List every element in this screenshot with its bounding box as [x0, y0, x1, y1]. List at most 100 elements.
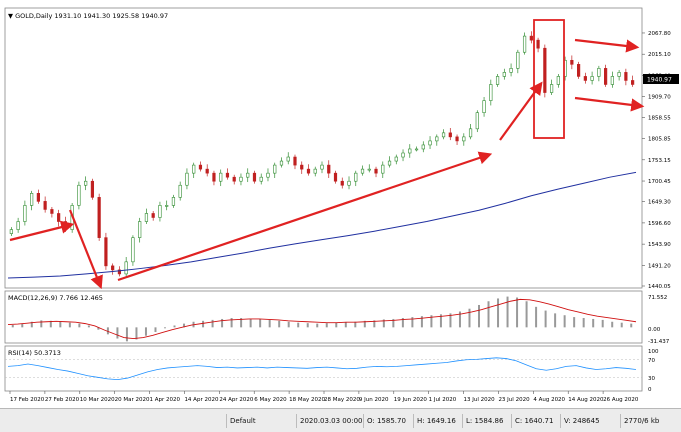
- candle-body: [273, 164, 277, 174]
- candle-body: [327, 164, 331, 174]
- current-price-box: [643, 74, 679, 84]
- candle-body: [381, 164, 385, 174]
- candle-body: [219, 172, 223, 182]
- time-axis-tick: 18 May 2020: [289, 397, 325, 403]
- candle-body: [252, 172, 257, 182]
- candle-body: [97, 197, 101, 238]
- candle-body: [239, 176, 243, 182]
- candle-body: [462, 136, 466, 142]
- macd-tick-zero: 0.00: [648, 327, 661, 333]
- time-axis-tick: 10 Mar 2020: [80, 397, 115, 403]
- candle-body: [43, 201, 47, 210]
- annotation-arrow: [68, 209, 103, 290]
- status-close: C: 1640.71: [511, 414, 553, 428]
- candle-body: [347, 180, 351, 186]
- price-axis-tick: 1596.60: [648, 221, 671, 227]
- candle-body: [158, 205, 162, 218]
- candle-body: [36, 193, 40, 202]
- rsi-tick-100: 100: [648, 349, 659, 355]
- candle-body: [340, 180, 344, 186]
- candle-body: [428, 140, 432, 146]
- candle-body: [151, 213, 155, 218]
- candle-body: [84, 180, 88, 186]
- price-axis-tick: 1858.55: [648, 115, 671, 121]
- candle-body: [90, 180, 95, 198]
- status-low: L: 1584.86: [462, 414, 503, 428]
- macd-signal-line: [7, 298, 637, 339]
- candle-body: [374, 168, 378, 174]
- rsi-line: [7, 357, 637, 381]
- status-bar: Default 2020.03.03 00:00 O: 1585.70 H: 1…: [0, 408, 681, 432]
- price-axis-tick: 2067.80: [648, 31, 671, 37]
- candle-body: [279, 160, 284, 166]
- candle-body: [495, 76, 500, 85]
- price-axis-tick: 1909.70: [648, 95, 671, 101]
- status-datetime: 2020.03.03 00:00: [296, 414, 362, 428]
- moving-average-line: [7, 171, 637, 279]
- candle-body: [131, 237, 135, 263]
- time-axis-tick: 1 Apr 2020: [150, 397, 181, 403]
- candle-body: [205, 168, 209, 174]
- candle-body: [516, 51, 520, 69]
- candle-body: [583, 76, 587, 81]
- status-profile[interactable]: Default: [226, 414, 256, 428]
- candle-body: [529, 35, 533, 41]
- macd-tick-bottom: -31.437: [648, 339, 670, 345]
- candle-body: [286, 156, 290, 162]
- time-axis-tick: 19 Jun 2020: [394, 397, 428, 403]
- price-axis-tick: 1491.20: [648, 263, 671, 269]
- time-axis-tick: 14 Aug 2020: [568, 397, 604, 403]
- candle-body: [259, 176, 263, 182]
- candle-body: [57, 213, 61, 222]
- annotation-arrow: [117, 151, 493, 282]
- macd-label: MACD(12,26,9) 7.766 12.465: [8, 294, 103, 302]
- candle-body: [414, 148, 419, 151]
- price-axis-tick: 1440.05: [648, 284, 671, 290]
- candle-body: [570, 59, 574, 65]
- candle-body: [421, 144, 425, 150]
- candle-body: [225, 172, 230, 178]
- candle-body: [333, 172, 338, 182]
- candle-body: [577, 64, 581, 77]
- candle-body: [104, 237, 108, 267]
- candle-body: [192, 164, 196, 174]
- time-axis-tick: 20 Mar 2020: [115, 397, 150, 403]
- candle-body: [394, 156, 398, 162]
- candle-body: [631, 80, 635, 85]
- candle-body: [401, 152, 405, 158]
- time-axis-tick: 1 Jul 2020: [429, 397, 457, 403]
- rsi-panel[interactable]: [4, 345, 643, 392]
- candle-body: [50, 209, 54, 214]
- rsi-label: RSI(14) 50.3713: [8, 349, 61, 357]
- price-axis-tick: 1753.15: [648, 158, 671, 164]
- candle-body: [306, 168, 311, 174]
- candle-body: [435, 136, 439, 142]
- candle-body: [354, 172, 358, 182]
- candle-body: [171, 197, 176, 206]
- candle-body: [590, 76, 594, 81]
- candle-body: [604, 68, 608, 85]
- time-axis-tick: 14 Apr 2020: [184, 397, 219, 403]
- candle-body: [138, 221, 142, 238]
- candle-body: [367, 168, 371, 171]
- candle-body: [408, 148, 412, 154]
- time-axis-tick: 24 Apr 2020: [219, 397, 254, 403]
- price-panel[interactable]: [4, 7, 643, 289]
- status-traffic: 2770/6 kb: [620, 414, 659, 428]
- candle-body: [124, 261, 128, 275]
- candle-body: [617, 72, 621, 77]
- candle-body: [144, 213, 149, 222]
- status-high: H: 1649.16: [413, 414, 456, 428]
- chart-canvas[interactable]: ▼ GOLD,Daily 1931.10 1941.30 1925.58 194…: [0, 0, 681, 408]
- time-axis-tick: 28 May 2020: [324, 397, 360, 403]
- candle-body: [198, 164, 203, 170]
- time-axis-tick: 17 Feb 2020: [10, 397, 45, 403]
- candle-body: [300, 164, 304, 170]
- time-axis-tick: 26 Aug 2020: [603, 397, 639, 403]
- candle-body: [313, 168, 317, 174]
- candle-body: [509, 68, 513, 73]
- candle-body: [266, 172, 270, 178]
- candle-body: [77, 184, 81, 206]
- candle-body: [246, 172, 250, 178]
- candle-body: [556, 76, 560, 85]
